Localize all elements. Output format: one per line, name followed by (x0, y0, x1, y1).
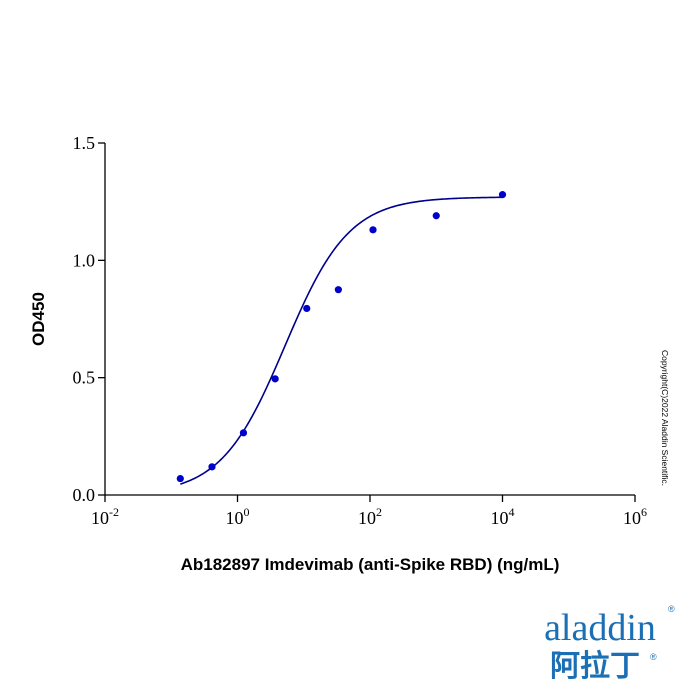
logo-registered-mark-cjk: ® (650, 652, 657, 662)
y-tick-label: 1.5 (73, 133, 96, 153)
data-point (369, 226, 377, 234)
y-axis-title: OD450 (29, 292, 48, 346)
axes (104, 143, 635, 496)
logo-registered-mark: ® (668, 604, 675, 614)
x-tick-label: 10-2 (91, 505, 119, 528)
data-point (303, 304, 311, 313)
x-axis-title: Ab182897 Imdevimab (anti-Spike RBD) (ng/… (181, 555, 560, 574)
copyright-watermark: Copyright(C)2022 Aladdin Scientific. (660, 350, 670, 486)
x-tick-label: 106 (623, 505, 647, 528)
x-tick-label: 100 (226, 505, 250, 528)
x-tick-label: 102 (358, 505, 382, 528)
data-point (498, 191, 507, 199)
y-tick-label: 1.0 (73, 250, 96, 270)
y-tick-label: 0.5 (73, 368, 96, 388)
y-tick-label: 0.0 (73, 485, 96, 505)
data-point (271, 375, 279, 383)
x-tick-label: 104 (491, 505, 515, 528)
data-point (208, 463, 216, 471)
fit-curve (180, 196, 503, 485)
data-point (239, 429, 248, 437)
data-point (334, 286, 342, 294)
logo-chinese-name: 阿拉丁 (550, 649, 640, 684)
data-point (176, 474, 184, 483)
ticks: 0.0 0.5 1.0 1.5 10-2 100 102 104 106 (73, 133, 648, 528)
aladdin-logo: aladdin ® 阿拉丁 ® (544, 604, 675, 684)
data-points (176, 191, 507, 483)
logo-wordmark: aladdin (544, 607, 656, 649)
data-point (432, 212, 440, 220)
